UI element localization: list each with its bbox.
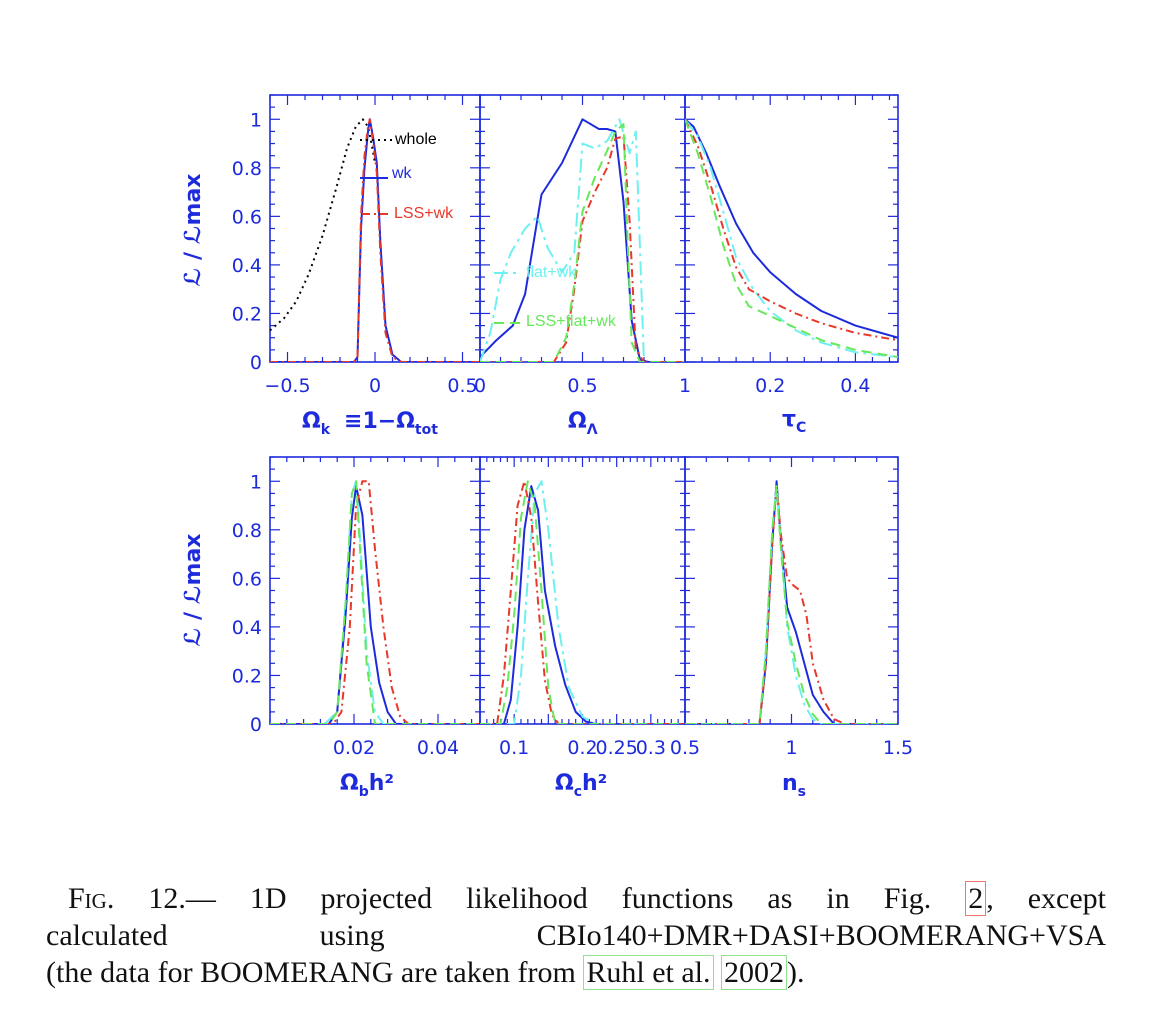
- series-lss-flat-wk-line: [685, 485, 898, 724]
- legend-top-mid: flat+wk LSS+flat+wk: [494, 264, 617, 330]
- y-axis-label-bottom: ℒ / ℒmax: [181, 534, 206, 647]
- series-wk-line: [480, 118, 685, 362]
- citation-year-link[interactable]: 2002: [721, 955, 787, 990]
- x-tick-label: 0.2: [567, 737, 597, 759]
- series-lss-wk-line: [685, 485, 898, 724]
- xlabel-omega-lambda: ΩΛ: [568, 409, 598, 438]
- series-flat-wk-line: [685, 118, 898, 359]
- caption-line-3-text: (the data for BOOMERANG are taken from: [46, 956, 576, 989]
- caption-line-1: Fig. 12.— 1D projected likelihood functi…: [46, 880, 1106, 917]
- y-tick-label: 0.8: [232, 158, 262, 180]
- y-tick-label: 0.2: [232, 303, 262, 325]
- y-tick-label: 0.2: [232, 665, 262, 687]
- x-tick-label: 0.4: [840, 375, 870, 397]
- series-wk-line: [685, 480, 898, 724]
- x-tick-label: 0.5: [447, 375, 477, 397]
- legend-label-lss-flat-wk: LSS+flat+wk: [526, 313, 617, 330]
- caption-line-1-text: — 1D projected likelihood functions as i…: [185, 882, 932, 915]
- panel-tau_c: 0.2 0.4: [684, 94, 899, 397]
- series-wk-line: [480, 485, 685, 724]
- panel-omega_c_h2: 0.1 0.20.250.3: [479, 456, 686, 759]
- likelihood-figure: 00.20.40.60.81−0.5 0 0.50 0.5 1 0.2 0.400.20.4…: [181, 94, 913, 800]
- x-tick-label: 0: [369, 375, 381, 397]
- xlabel-omega-c-h2: Ωch²: [555, 771, 607, 800]
- y-tick-label: 0.8: [232, 520, 262, 542]
- x-tick-label: 0.2: [755, 375, 785, 397]
- panel-frame: [684, 456, 899, 725]
- series-flat-wk-line: [685, 485, 898, 724]
- y-tick-label: 0: [250, 714, 262, 736]
- x-tick-label: 0.5: [567, 375, 597, 397]
- x-tick-label: 0.3: [636, 737, 666, 759]
- x-tick-label: 0.02: [333, 737, 375, 759]
- y-tick-label: 1: [250, 109, 262, 131]
- series-lss-flat-wk-line: [270, 480, 480, 724]
- xlabel-omega-b-h2: Ωbh²: [340, 771, 394, 800]
- legend-label-flat-wk: flat+wk: [526, 264, 577, 281]
- legend-top-left: whole wk LSS+wk: [360, 131, 454, 222]
- series-lss-wk-line: [480, 135, 685, 362]
- citation-author-link[interactable]: Ruhl et al.: [583, 955, 714, 990]
- x-tick-label: 0.25: [596, 737, 638, 759]
- y-tick-label: 0.6: [232, 568, 262, 590]
- fig-reference-link[interactable]: 2: [965, 881, 987, 916]
- caption-line-3: (the data for BOOMERANG are taken from R…: [46, 954, 1106, 991]
- x-tick-label: 0.04: [417, 737, 459, 759]
- y-tick-label: 0: [250, 352, 262, 374]
- series-flat-wk-line: [270, 480, 480, 724]
- caption-line-1-end: , except: [986, 882, 1107, 915]
- x-tick-label: 0.5: [670, 737, 700, 759]
- x-tick-label: −0.5: [264, 375, 310, 397]
- xlabel-tau-c: τC: [782, 407, 806, 436]
- legend-label-wk: wk: [391, 165, 413, 182]
- xlabel-n-s: ns: [782, 771, 806, 800]
- series-flat-wk-line: [480, 480, 685, 724]
- y-tick-label: 0.4: [232, 617, 262, 639]
- y-tick-label: 0.4: [232, 255, 262, 277]
- panel-n_s: 0.5 1 1.5: [670, 456, 913, 759]
- x-tick-label: 0: [474, 375, 486, 397]
- y-tick-label: 1: [250, 471, 262, 493]
- series-lss-wk-line: [685, 118, 898, 342]
- series-lss-flat-wk-line: [685, 118, 898, 359]
- legend-label-whole: whole: [394, 131, 437, 148]
- series-lss-wk-line: [480, 480, 685, 724]
- panel-frame: [684, 94, 899, 363]
- panel-omega_lambda: 0 0.5 1: [474, 94, 691, 397]
- panel-omega_b_h2: 0 0.2 0.4 0.6 0.8 1 0.02 0.04: [232, 456, 481, 759]
- x-tick-label: 1: [679, 375, 691, 397]
- x-tick-label: 0.1: [499, 737, 529, 759]
- x-tick-label: 1.5: [883, 737, 913, 759]
- y-axis-label-top: ℒ / ℒmax: [181, 174, 206, 287]
- caption-line-2: calculated using CBIo140+DMR+DASI+BOOMER…: [46, 919, 1106, 952]
- series-lss-wk-line: [270, 480, 480, 724]
- x-tick-label: 1: [785, 737, 797, 759]
- caption-fig-label: Fig. 12.: [68, 882, 186, 915]
- series-lss-flat-wk-line: [480, 480, 685, 724]
- series-wk-line: [270, 485, 480, 724]
- panel-omega_k: 00.20.40.60.81−0.5 0 0.5: [232, 94, 481, 397]
- y-tick-label: 0.6: [232, 206, 262, 228]
- figure-caption: Fig. 12.— 1D projected likelihood functi…: [46, 880, 1106, 991]
- series-lss-wk-line: [270, 118, 480, 362]
- panel-frame: [269, 94, 481, 363]
- series-lss-flat-wk-line: [480, 123, 685, 362]
- xlabel-omega-k: Ωk ≡1−Ωtot: [302, 409, 438, 438]
- caption-line-3-end: ).: [787, 956, 805, 989]
- panel-frame: [269, 456, 481, 725]
- legend-label-lss-wk: LSS+wk: [394, 205, 454, 222]
- series-flat-wk-line: [480, 118, 685, 362]
- series-wk-line: [685, 118, 898, 339]
